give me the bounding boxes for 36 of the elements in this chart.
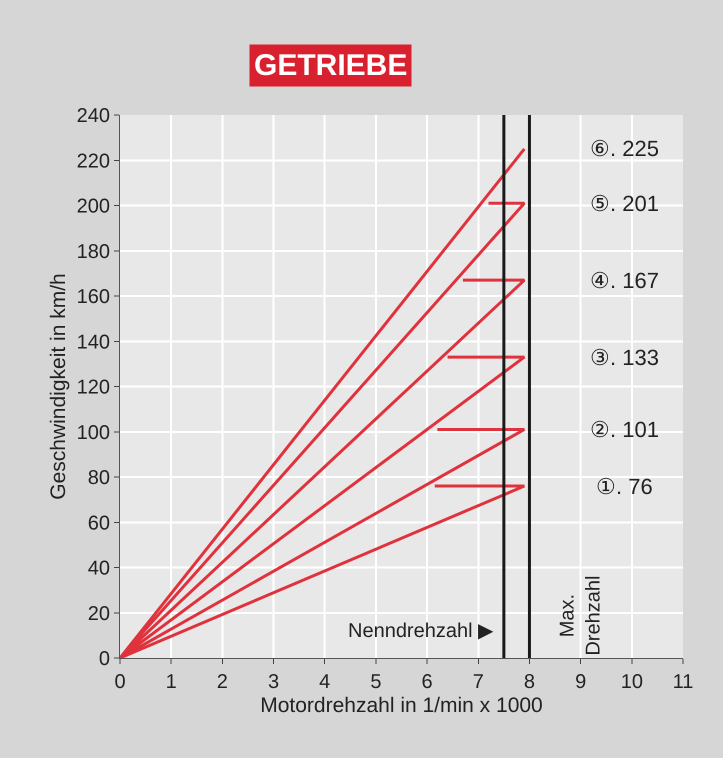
x-axis-title: Motordrehzahl in 1/min x 1000 (260, 694, 543, 718)
ref-line-label: Nenndrehzahl ▶ (348, 620, 494, 642)
y-tick-label: 220 (76, 150, 110, 172)
x-tick-label: 3 (268, 671, 280, 693)
chart-title: GETRIEBE (254, 49, 408, 82)
x-tick-label: 0 (114, 671, 126, 693)
x-tick-label: 6 (422, 671, 433, 693)
annotation: ③. 133 (590, 345, 659, 370)
annotation: ②. 101 (590, 417, 659, 442)
x-tick-label: 1 (166, 671, 177, 693)
y-tick-label: 240 (76, 105, 110, 127)
y-tick-label: 20 (88, 602, 110, 625)
x-tick-label: 7 (472, 671, 484, 693)
y-tick-label: 80 (88, 467, 110, 489)
y-tick-label: 0 (98, 648, 110, 670)
x-tick-label: 2 (216, 671, 228, 693)
y-tick-label: 100 (76, 422, 110, 444)
ref-line-label: Max. Drehzahl (556, 576, 605, 656)
y-axis-title: Geschwindigkeit in km/h (46, 273, 70, 500)
y-tick-label: 160 (76, 286, 110, 308)
x-tick-label: 8 (524, 671, 536, 693)
y-tick-label: 40 (88, 558, 110, 580)
y-tick-label: 120 (76, 376, 110, 398)
annotation: ⑤. 201 (590, 191, 659, 216)
x-tick-label: 10 (620, 671, 643, 693)
y-tick-label: 60 (88, 512, 110, 534)
annotation: ④. 167 (590, 268, 659, 293)
y-tick-label: 140 (76, 331, 110, 354)
x-tick-label: 11 (672, 671, 694, 693)
y-tick-label: 200 (76, 196, 110, 218)
y-tick-label: 180 (76, 240, 110, 263)
annotation: ⑥. 225 (590, 136, 659, 161)
x-tick-label: 4 (319, 671, 330, 693)
x-tick-label: 5 (370, 671, 382, 693)
x-tick-label: 9 (575, 671, 586, 693)
annotation: ①. 76 (596, 474, 653, 499)
